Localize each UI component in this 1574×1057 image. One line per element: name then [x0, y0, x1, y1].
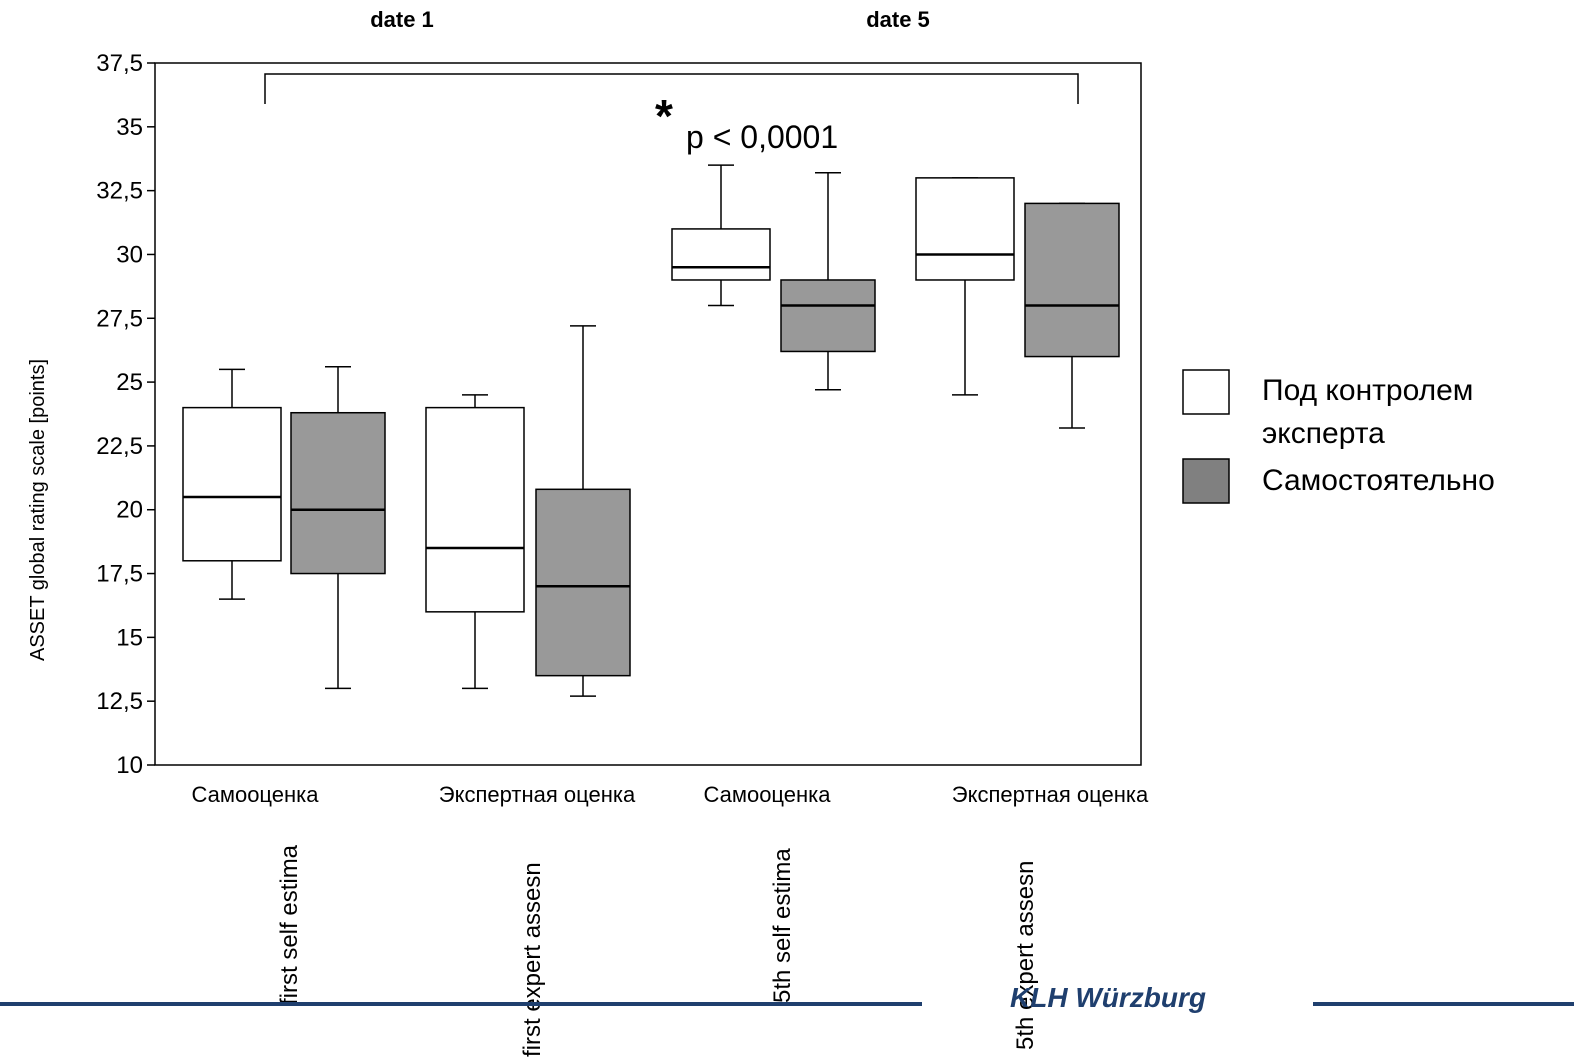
box-self-4: [1024, 202, 1120, 429]
legend-label-expert: Под контролем эксперта: [1262, 374, 1482, 450]
box-self-2: [535, 325, 631, 697]
y-tick-label: 37,5: [96, 50, 143, 77]
date-label-1: date 1: [370, 7, 434, 32]
box-expert-4: [915, 177, 1015, 396]
bracket-line: [264, 73, 1079, 104]
y-tick-label: 17,5: [96, 561, 143, 588]
legend-swatch-expert: [1182, 369, 1230, 415]
box-self-1: [290, 366, 386, 690]
category-label: Самооценка: [191, 782, 319, 807]
box-iqr: [182, 406, 282, 562]
sub-label: 5th expert assesn: [1012, 861, 1039, 1050]
category-label: Экспертная оценка: [952, 782, 1149, 807]
y-axis-ticks: 10 12,5 15 17,5 20 22,5 25 27,5 30 32,5 35 37,5: [96, 50, 155, 779]
box-expert-2: [425, 394, 525, 690]
y-tick-label: 27,5: [96, 305, 143, 332]
y-tick-label: 15: [116, 624, 143, 651]
sub-label: first self estima: [276, 844, 303, 1005]
box-self-3: [780, 172, 876, 391]
category-label: Самооценка: [703, 782, 831, 807]
y-tick-label: 12,5: [96, 688, 143, 715]
box-plots: [182, 164, 1120, 697]
category-label: Экспертная оценка: [439, 782, 636, 807]
box-iqr: [1024, 202, 1120, 358]
legend-swatch-self: [1182, 458, 1230, 504]
box-iqr: [780, 279, 876, 353]
sub-label: first expert assesn: [519, 862, 546, 1057]
sub-label: 5th self estima: [769, 848, 796, 1003]
box-expert-1: [182, 368, 282, 600]
box-iqr: [425, 406, 525, 613]
legend: Под контролем эксперта Самостоятельно: [1182, 369, 1495, 504]
significance-star: *: [655, 90, 673, 142]
p-value-label: p < 0,0001: [686, 119, 838, 155]
significance-bracket: [264, 73, 1079, 104]
date-label-5: date 5: [866, 7, 930, 32]
y-tick-label: 25: [116, 369, 143, 396]
box-iqr: [915, 177, 1015, 281]
plot-frame: [154, 62, 1142, 766]
footer-brand: KLH Würzburg: [1010, 982, 1206, 1013]
y-tick-label: 30: [116, 241, 143, 268]
box-iqr: [290, 411, 386, 575]
y-tick-label: 22,5: [96, 433, 143, 460]
box-iqr: [535, 488, 631, 677]
y-tick-label: 20: [116, 497, 143, 524]
y-tick-label: 35: [116, 114, 143, 141]
legend-label-self: Самостоятельно: [1262, 464, 1495, 497]
y-tick-label: 10: [116, 752, 143, 779]
y-tick-label: 32,5: [96, 178, 143, 205]
y-axis-title: ASSET global rating scale [points]: [27, 359, 49, 661]
box-expert-3: [671, 164, 771, 307]
category-labels: Самооценка Экспертная оценка Самооценка Экс…: [191, 782, 1148, 1057]
box-iqr: [671, 228, 771, 281]
